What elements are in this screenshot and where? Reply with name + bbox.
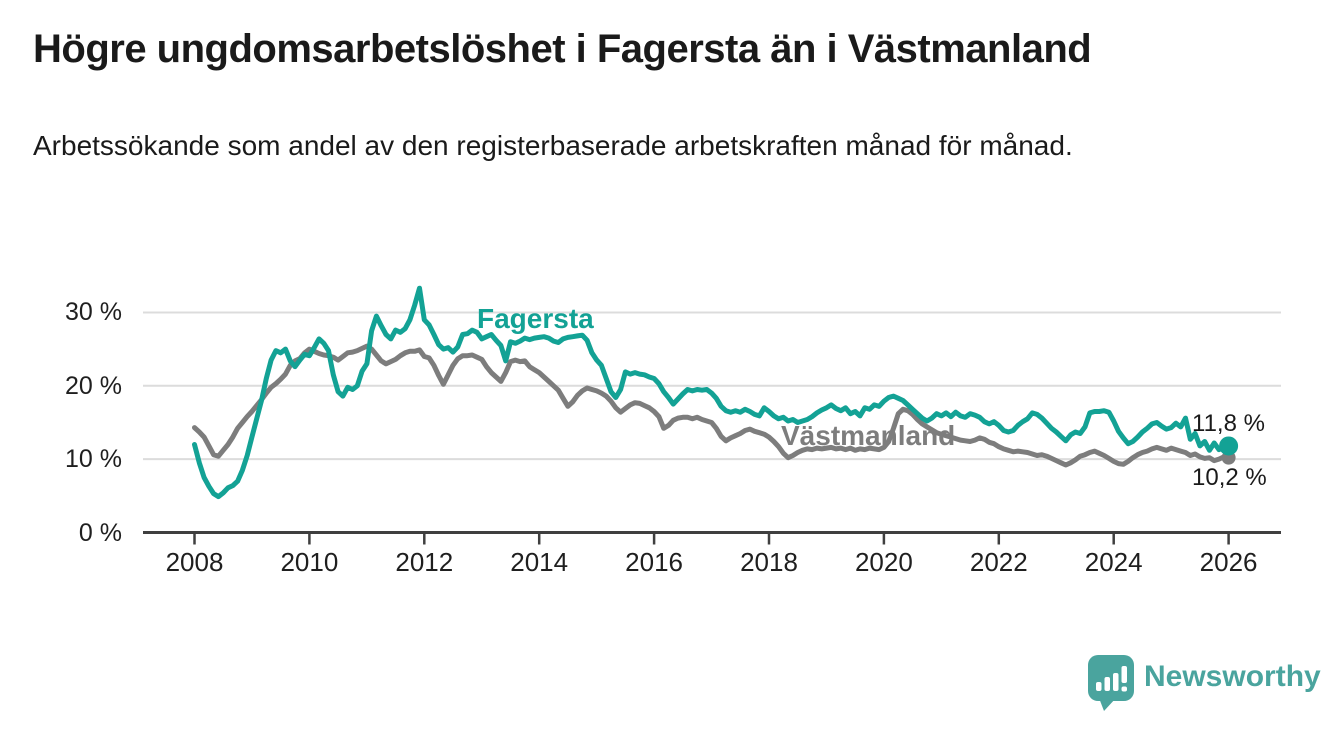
newsworthy-logo: Newsworthy <box>1087 654 1321 712</box>
vastmanland-series-label: Västmanland <box>781 420 956 451</box>
y-tick-label: 0 % <box>78 518 122 547</box>
x-tick-label: 2012 <box>395 547 454 577</box>
newsworthy-logo-icon <box>1088 655 1134 711</box>
vastmanland-end-value-label: 10,2 % <box>1192 464 1267 491</box>
x-tick-label: 2022 <box>969 547 1028 577</box>
x-tick-label: 2026 <box>1199 547 1258 577</box>
page-subtitle: Arbetssökande som andel av den registerb… <box>33 130 1073 161</box>
x-tick-label: 2014 <box>510 547 569 577</box>
x-tick-label: 2024 <box>1084 547 1143 577</box>
fagersta-end-dot <box>1219 436 1239 456</box>
x-tick-label: 2010 <box>280 547 339 577</box>
fagersta-line <box>192 285 1232 500</box>
newsworthy-wordmark: Newsworthy <box>1144 660 1321 693</box>
fagersta-end-value-label: 11,8 % <box>1192 410 1265 437</box>
fagersta-series-label: Fagersta <box>477 303 594 334</box>
x-tick-label: 2020 <box>854 547 913 577</box>
vstmanland-line <box>192 343 1232 468</box>
page-title: Högre ungdomsarbetslöshet i Fagersta än … <box>33 27 1092 71</box>
x-tick-label: 2016 <box>625 547 684 577</box>
y-tick-label: 30 % <box>65 298 122 327</box>
y-tick-label: 10 % <box>65 445 122 474</box>
y-tick-label: 20 % <box>65 371 122 400</box>
x-tick-label: 2008 <box>165 547 224 577</box>
x-tick-label: 2018 <box>740 547 798 577</box>
